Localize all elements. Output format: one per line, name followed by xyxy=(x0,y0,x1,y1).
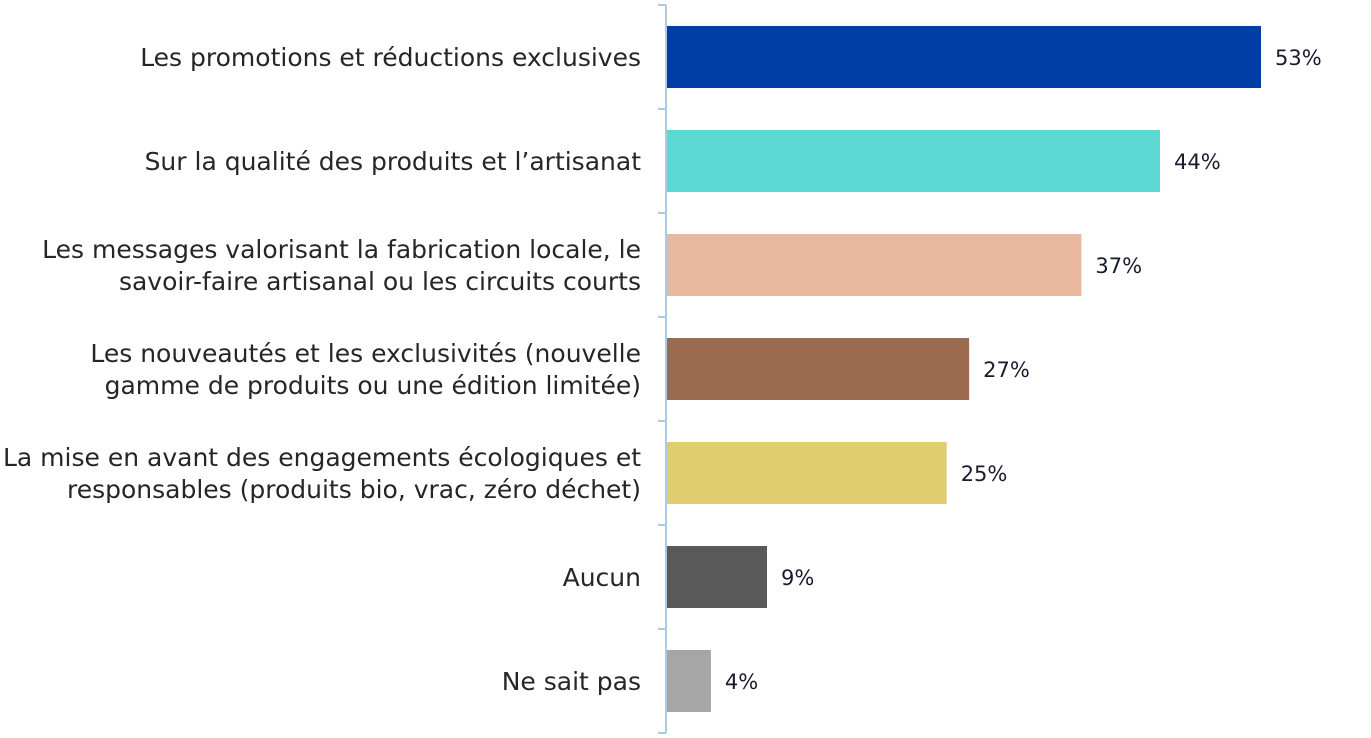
category-label-line: La mise en avant des engagements écologi… xyxy=(3,443,641,472)
category-label-line: Les nouveautés et les exclusivités (nouv… xyxy=(90,339,641,368)
category-label-line: Ne sait pas xyxy=(502,667,641,696)
category-axis xyxy=(658,4,667,734)
category-label-line: Sur la qualité des produits et l’artisan… xyxy=(145,147,642,176)
bar-6 xyxy=(666,546,767,608)
category-label-line: gamme de produits ou une édition limitée… xyxy=(105,371,641,400)
category-label-line: Les promotions et réductions exclusives xyxy=(140,43,641,72)
value-label-6: 9% xyxy=(781,566,814,590)
bar-1 xyxy=(666,26,1261,88)
value-label-7: 4% xyxy=(725,670,758,694)
category-label-1: Les promotions et réductions exclusives xyxy=(140,43,641,72)
category-label-line: Les messages valorisant la fabrication l… xyxy=(42,235,641,264)
category-label-3: Les messages valorisant la fabrication l… xyxy=(42,235,641,296)
bar-3 xyxy=(666,234,1082,296)
category-labels: Les promotions et réductions exclusives S… xyxy=(3,43,641,696)
bar-7 xyxy=(666,650,711,712)
category-label-5: La mise en avant des engagements écologi… xyxy=(3,443,641,504)
bars-layer xyxy=(666,26,1261,712)
value-label-2: 44% xyxy=(1174,150,1221,174)
category-label-4: Les nouveautés et les exclusivités (nouv… xyxy=(90,339,641,400)
value-label-4: 27% xyxy=(983,358,1030,382)
value-labels: 53% 44% 37% 27% 25% 9% 4% xyxy=(725,46,1322,694)
category-label-6: Aucun xyxy=(563,563,641,592)
category-label-line: Aucun xyxy=(563,563,641,592)
value-label-5: 25% xyxy=(961,462,1008,486)
value-label-1: 53% xyxy=(1275,46,1322,70)
category-label-2: Sur la qualité des produits et l’artisan… xyxy=(145,147,642,176)
bar-2 xyxy=(666,130,1160,192)
bar-5 xyxy=(666,442,947,504)
category-label-line: savoir-faire artisanal ou les circuits c… xyxy=(119,267,641,296)
bar-4 xyxy=(666,338,970,400)
value-label-3: 37% xyxy=(1095,254,1142,278)
category-label-line: responsables (produits bio, vrac, zéro d… xyxy=(67,475,641,504)
category-label-7: Ne sait pas xyxy=(502,667,641,696)
